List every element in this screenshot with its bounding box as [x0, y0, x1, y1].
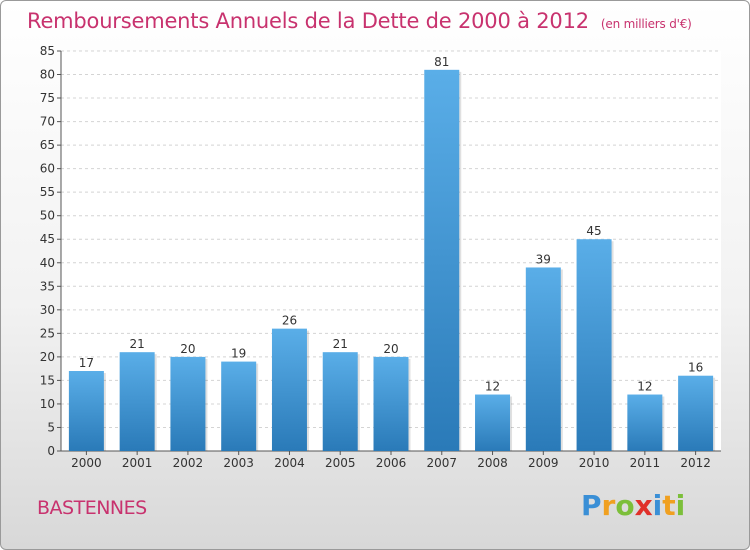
- x-tick-label: 2006: [376, 456, 407, 470]
- y-tick-label: 30: [40, 303, 55, 317]
- commune-name: BASTENNES: [37, 497, 147, 519]
- bar: [170, 356, 206, 451]
- y-tick-label: 85: [40, 44, 55, 58]
- bar-value-label: 20: [383, 342, 398, 356]
- x-tick-label: 2004: [274, 456, 305, 470]
- brand-letter: x: [634, 489, 653, 522]
- x-tick-label: 2001: [122, 456, 153, 470]
- y-tick-label: 0: [47, 444, 55, 458]
- bar: [576, 239, 612, 451]
- bar-value-label: 16: [688, 361, 703, 375]
- x-tick-label: 2008: [477, 456, 508, 470]
- x-tick-label: 2003: [223, 456, 254, 470]
- y-tick-label: 10: [40, 397, 55, 411]
- brand-letter: r: [601, 489, 616, 522]
- bar: [373, 356, 409, 451]
- bar: [221, 361, 257, 451]
- bar: [424, 69, 460, 451]
- y-tick-label: 5: [47, 420, 55, 434]
- bar-value-label: 19: [231, 347, 246, 361]
- y-tick-label: 25: [40, 326, 55, 340]
- brand-letter: t: [662, 489, 676, 522]
- y-tick-label: 60: [40, 162, 55, 176]
- x-tick-label: 2002: [173, 456, 204, 470]
- chart-subtitle: (en milliers d'€): [600, 17, 692, 31]
- bar: [68, 371, 104, 451]
- bar-value-label: 21: [130, 337, 145, 351]
- proxiti-logo: Proxiti: [581, 489, 685, 522]
- x-tick-label: 2011: [630, 456, 661, 470]
- y-tick-label: 65: [40, 138, 55, 152]
- brand-letter: i: [675, 489, 686, 522]
- bar: [322, 352, 358, 451]
- x-tick-label: 2000: [71, 456, 102, 470]
- x-tick-label: 2010: [579, 456, 610, 470]
- y-tick-label: 75: [40, 91, 55, 105]
- bar-value-label: 12: [485, 380, 500, 394]
- x-tick-label: 2009: [528, 456, 559, 470]
- y-tick-label: 40: [40, 256, 55, 270]
- bar: [119, 352, 155, 451]
- bar-value-label: 81: [434, 55, 449, 69]
- bar: [271, 328, 307, 451]
- bar: [475, 394, 511, 451]
- chart-title-text: Remboursements Annuels de la Dette de 20…: [27, 9, 589, 33]
- bar: [525, 267, 561, 451]
- bar-value-label: 12: [637, 380, 652, 394]
- y-tick-label: 70: [40, 115, 55, 129]
- y-tick-label: 55: [40, 185, 55, 199]
- y-tick-label: 20: [40, 350, 55, 364]
- bar: [627, 394, 663, 451]
- bar: [678, 375, 714, 451]
- bar-value-label: 20: [180, 342, 195, 356]
- y-tick-label: 35: [40, 279, 55, 293]
- x-tick-label: 2007: [426, 456, 457, 470]
- brand-letter: P: [581, 489, 602, 522]
- brand-letter: o: [615, 489, 635, 522]
- brand-letter: i: [652, 489, 663, 522]
- bar-value-label: 26: [282, 314, 297, 328]
- bar-value-label: 21: [333, 337, 348, 351]
- y-tick-label: 45: [40, 232, 55, 246]
- bar-value-label: 39: [536, 252, 551, 266]
- x-tick-label: 2005: [325, 456, 356, 470]
- y-tick-label: 50: [40, 209, 55, 223]
- y-tick-label: 80: [40, 68, 55, 82]
- x-tick-label: 2012: [680, 456, 711, 470]
- bar-value-label: 17: [79, 356, 94, 370]
- y-tick-label: 15: [40, 373, 55, 387]
- bar-value-label: 45: [586, 224, 601, 238]
- chart-title: Remboursements Annuels de la Dette de 20…: [27, 9, 692, 33]
